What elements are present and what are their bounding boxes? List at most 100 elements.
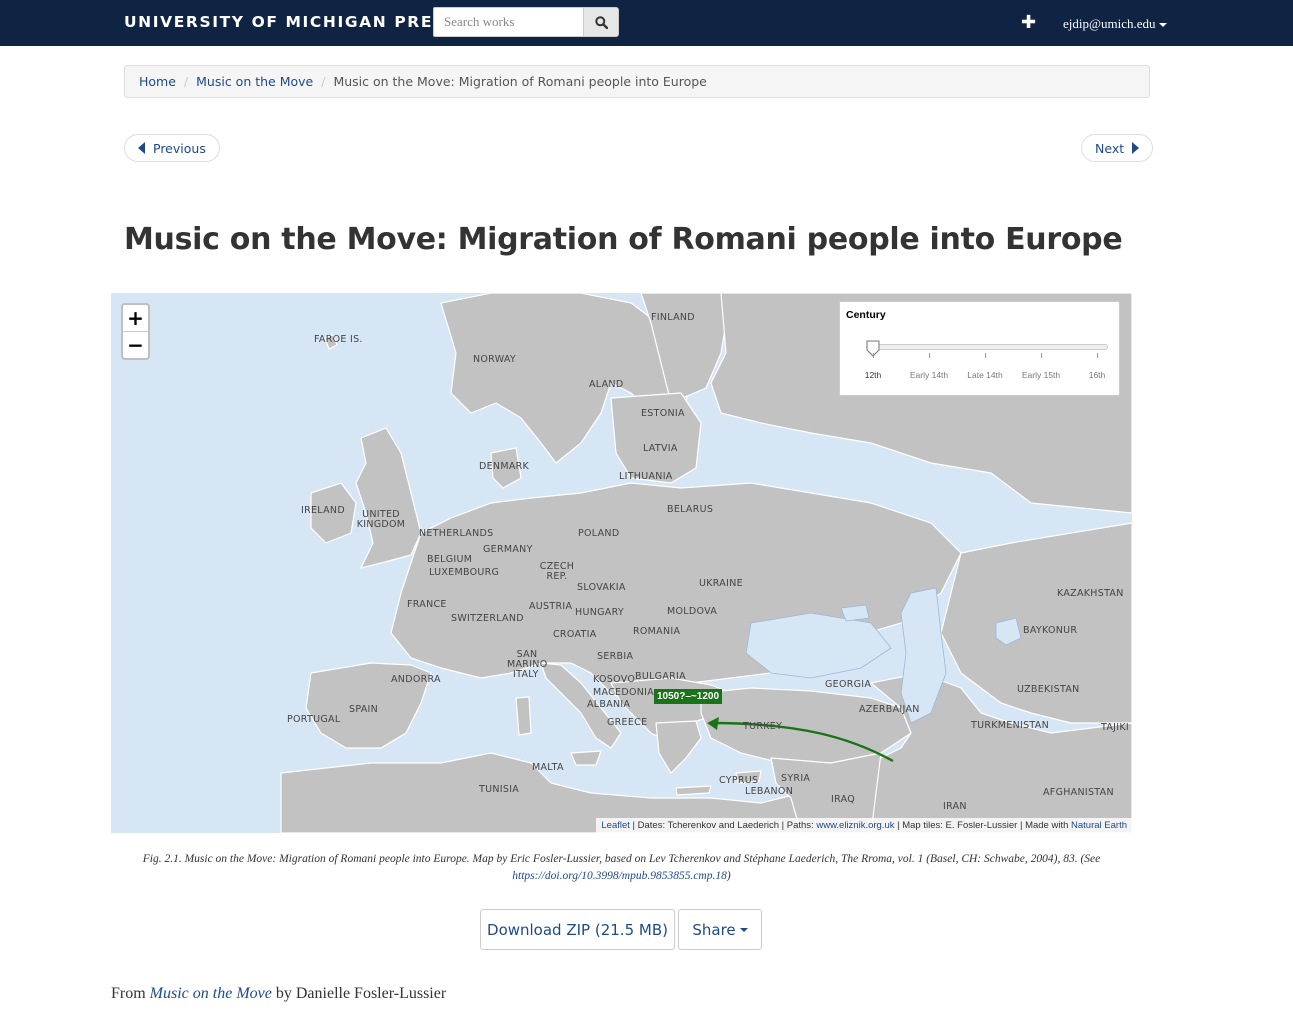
map-label-tajik: TAJIKI — [1101, 722, 1129, 733]
map-label-uk: UNITED KINGDOM — [356, 509, 406, 530]
breadcrumb-separator: / — [321, 74, 326, 89]
next-button[interactable]: Next — [1081, 134, 1154, 162]
map-label-sanmarino: SAN MARINO — [507, 649, 548, 670]
map-label-poland: POLAND — [578, 528, 620, 539]
slider-tick-label-early-15th[interactable]: Early 15th — [1021, 370, 1061, 380]
map-label-finland: FINLAND — [651, 312, 695, 323]
map-label-tunisia: TUNISIA — [479, 784, 520, 795]
map-label-azerbaijan: AZERBAIJAN — [859, 704, 920, 715]
breadcrumb: Home / Music on the Move / Music on the … — [124, 65, 1150, 98]
map-label-estonia: ESTONIA — [641, 408, 685, 419]
caret-down-icon — [1159, 23, 1168, 28]
map-label-afghanistan: AFGHANISTAN — [1043, 787, 1114, 798]
user-menu-dropdown[interactable]: ejdip@umich.edu — [1063, 16, 1168, 32]
attribution-dates: | Dates: Tcherenkov and Laederich | Path… — [629, 820, 817, 831]
map-label-albania: ALBANIA — [587, 699, 631, 710]
caption-doi-link[interactable]: https://doi.org/10.3998/mpub.9853855.cmp… — [512, 870, 727, 882]
map-label-malta: MALTA — [532, 762, 564, 773]
share-label: Share — [692, 920, 736, 939]
map-label-turkey: TURKEY — [743, 721, 783, 732]
caption-text: Fig. 2.1. Music on the Move: Migration o… — [142, 853, 1101, 865]
download-zip-button[interactable]: Download ZIP (21.5 MB) — [480, 909, 675, 950]
map-label-serbia: SERBIA — [597, 651, 634, 662]
century-slider-panel: Century 12th Early 14th Late 14th Early … — [839, 301, 1120, 396]
map-label-norway: NORWAY — [473, 354, 517, 365]
map-label-aland: ALAND — [589, 379, 624, 390]
search-input[interactable]: Search works — [433, 7, 584, 37]
map-label-macedonia: MACEDONIA — [593, 687, 655, 698]
zoom-out-button[interactable]: − — [123, 331, 148, 357]
previous-button[interactable]: Previous — [124, 134, 220, 162]
user-email: ejdip@umich.edu — [1063, 16, 1156, 31]
map-label-germany: GERMANY — [483, 544, 533, 555]
map-label-andorra: ANDORRA — [391, 674, 441, 685]
slider-tick — [985, 353, 986, 358]
slider-tick — [1097, 353, 1098, 358]
map-label-france: FRANCE — [407, 599, 447, 610]
from-suffix: by Danielle Fosler-Lussier — [271, 985, 447, 1002]
slider-tick — [929, 353, 930, 358]
zoom-in-button[interactable]: + — [127, 306, 144, 330]
map-label-turkmenistan: TURKMENISTAN — [971, 720, 1049, 731]
book-link[interactable]: Music on the Move — [149, 985, 272, 1002]
map-label-syria: SYRIA — [781, 773, 811, 784]
natural-earth-link[interactable]: Natural Earth — [1071, 820, 1127, 831]
map-basemap[interactable] — [111, 293, 1132, 833]
breadcrumb-home[interactable]: Home — [139, 74, 176, 89]
map-label-iran: IRAN — [943, 801, 967, 812]
brand-logo[interactable]: UNIVERSITY OF MICHIGAN PRESS — [124, 13, 458, 31]
map-label-ireland: IRELAND — [301, 505, 345, 516]
map-attribution: Leaflet | Dates: Tcherenkov and Laederic… — [596, 818, 1132, 833]
map-label-romania: ROMANIA — [633, 626, 681, 637]
share-button[interactable]: Share — [678, 909, 762, 950]
migration-date-label[interactable]: 1050?–~1200 — [654, 689, 723, 704]
map-label-kosovo: KOSOVO — [593, 674, 636, 685]
map-label-baykonur: BAYKONUR — [1023, 625, 1078, 636]
caption-end: ) — [726, 870, 731, 882]
map-label-italy: ITALY — [513, 669, 539, 680]
map-label-georgia: GEORGIA — [825, 679, 872, 690]
arrow-left-icon — [138, 142, 145, 154]
map-label-denmark: DENMARK — [479, 461, 530, 472]
from-prefix: From — [111, 985, 150, 1002]
map-label-moldova: MOLDOVA — [667, 606, 718, 617]
century-slider-track[interactable] — [866, 344, 1108, 350]
map-label-czech: CZECH REP. — [539, 561, 575, 582]
slider-tick-label-late-14th[interactable]: Late 14th — [967, 370, 1003, 380]
map-label-kazakhstan: KAZAKHSTAN — [1057, 588, 1124, 599]
add-plus-icon[interactable]: ✚ — [1021, 12, 1037, 33]
map-label-belgium: BELGIUM — [427, 554, 473, 565]
search-icon — [594, 15, 608, 29]
breadcrumb-parent[interactable]: Music on the Move — [196, 74, 314, 89]
map-label-cyprus: CYPRUS — [719, 775, 759, 786]
source-line: From Music on the Move by Danielle Fosle… — [111, 985, 446, 1003]
slider-tick-label-early-14th[interactable]: Early 14th — [909, 370, 949, 380]
slider-tick-label-16th[interactable]: 16th — [1088, 370, 1106, 380]
slider-tick — [873, 353, 874, 358]
map-label-hungary: HUNGARY — [575, 607, 624, 618]
map-label-croatia: CROATIA — [553, 629, 597, 640]
map-label-portugal: PORTUGAL — [287, 714, 341, 725]
map-label-spain: SPAIN — [349, 704, 379, 715]
map-label-uzbekistan: UZBEKISTAN — [1017, 684, 1080, 695]
map-label-bulgaria: BULGARIA — [635, 671, 686, 682]
eliznik-link[interactable]: www.eliznik.org.uk — [816, 820, 895, 831]
century-slider-handle[interactable] — [866, 340, 880, 357]
map-label-faroe: FAROE IS. — [314, 334, 363, 345]
slider-tick — [1041, 353, 1042, 358]
map-label-austria: AUSTRIA — [529, 601, 573, 612]
zoom-control: + − — [121, 303, 150, 360]
slider-tick-label-12th[interactable]: 12th — [864, 370, 882, 380]
top-navbar: UNIVERSITY OF MICHIGAN PRESS Search work… — [0, 0, 1293, 46]
breadcrumb-separator: / — [183, 74, 189, 89]
map-label-greece: GREECE — [607, 717, 648, 728]
map-label-netherlands: NETHERLANDS — [419, 528, 494, 539]
map-label-luxembourg: LUXEMBOURG — [429, 567, 500, 578]
page-title: Music on the Move: Migration of Romani p… — [124, 222, 1123, 257]
caret-down-icon — [739, 927, 748, 932]
map-viewer[interactable]: FAROE IS. FINLAND NORWAY ALAND ESTONIA L… — [111, 293, 1132, 833]
next-label: Next — [1095, 140, 1125, 156]
century-title: Century — [846, 309, 886, 321]
leaflet-link[interactable]: Leaflet — [601, 820, 630, 831]
search-button[interactable] — [583, 7, 619, 37]
